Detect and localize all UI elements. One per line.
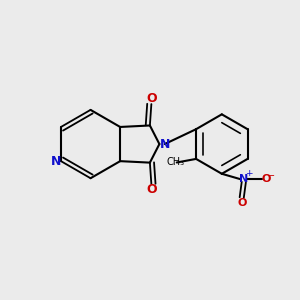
Text: O: O	[146, 92, 157, 105]
Text: −: −	[266, 171, 274, 181]
Text: N: N	[160, 138, 170, 151]
Text: N: N	[50, 154, 61, 168]
Text: CH₃: CH₃	[166, 158, 184, 167]
Text: O: O	[146, 183, 157, 196]
Text: +: +	[245, 169, 252, 178]
Text: O: O	[261, 174, 271, 184]
Text: O: O	[237, 198, 246, 208]
Text: N: N	[239, 174, 248, 184]
